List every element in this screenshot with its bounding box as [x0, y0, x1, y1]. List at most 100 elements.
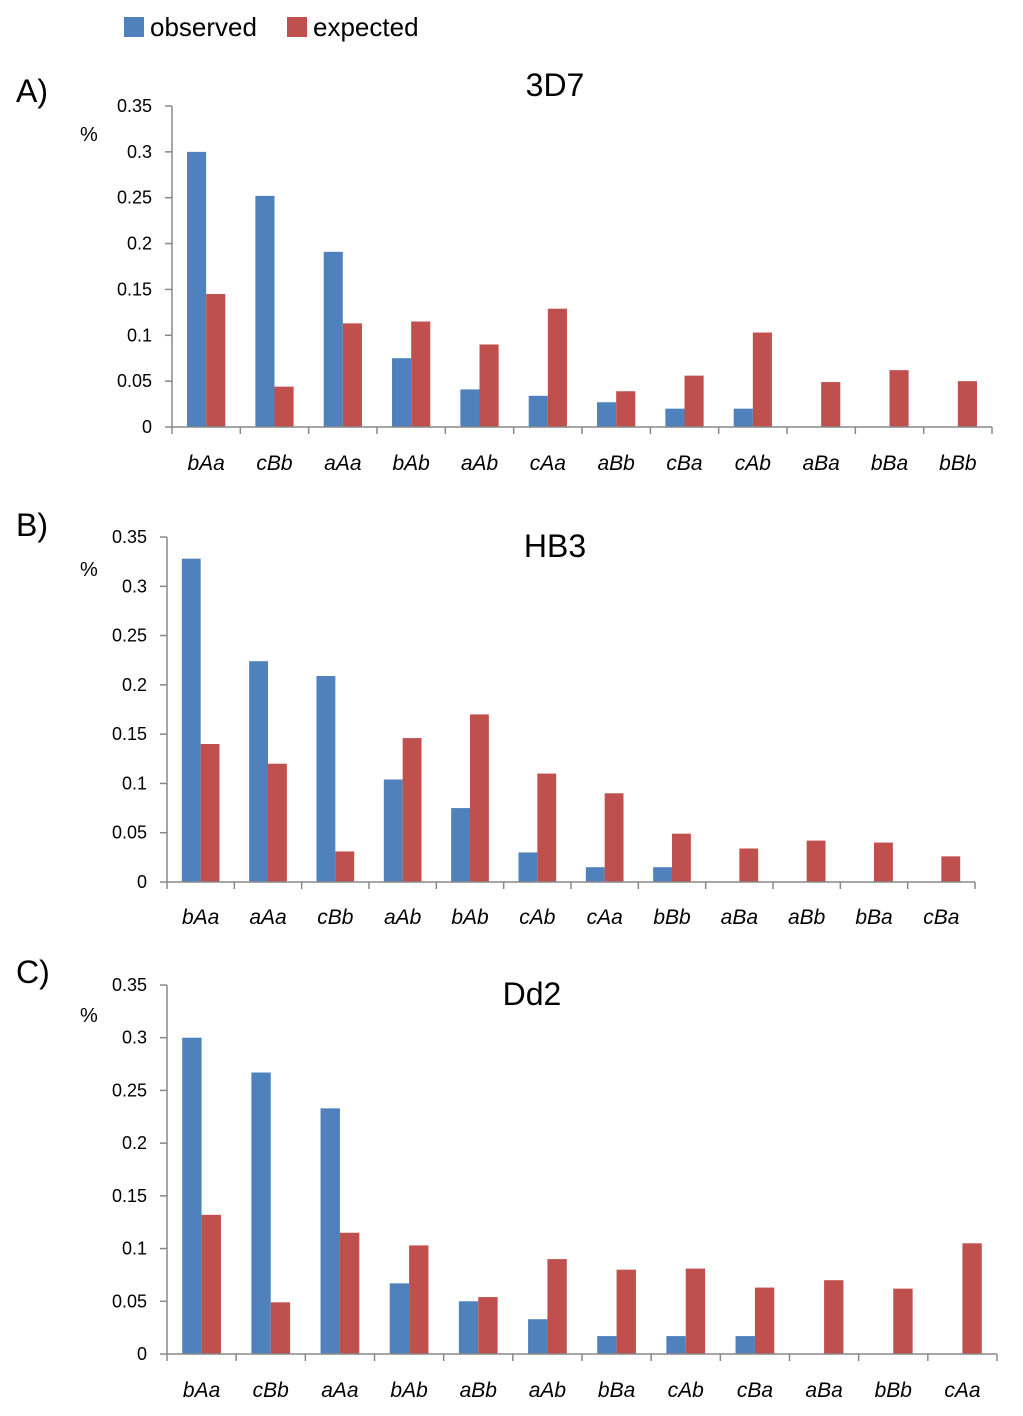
- bar-observed-bAa: [187, 151, 207, 427]
- y-tick-label: 0: [142, 417, 152, 437]
- bar-expected-cBb: [335, 851, 355, 882]
- bar-expected-bBa: [616, 1269, 636, 1354]
- bar-expected-aAb: [479, 344, 499, 427]
- y-unit-label-a: %: [80, 124, 98, 146]
- legend-label-expected: expected: [313, 12, 419, 42]
- x-category-label: aAb: [461, 452, 499, 475]
- x-category-label: cBa: [666, 452, 702, 475]
- x-category-label: aBa: [802, 452, 839, 475]
- bar-expected-bAa: [201, 1214, 221, 1354]
- x-category-label: bAb: [392, 452, 430, 475]
- chart-panel-a: A) 3D7 % 0 0.05 0.1 0.15 0.2 0.25 0.3 0.35 bAa cB…: [16, 67, 993, 475]
- x-category-label: bBb: [875, 1379, 913, 1402]
- y-tick-label: 0.1: [122, 773, 147, 793]
- bar-expected-cBb: [274, 386, 294, 427]
- legend-label-observed: observed: [150, 12, 257, 42]
- x-category-label: cAa: [944, 1379, 980, 1402]
- bar-expected-bBa: [874, 842, 893, 882]
- x-category-label: aBa: [805, 1379, 842, 1402]
- bar-observed-cAa: [528, 395, 548, 427]
- panel-label-b: B): [16, 507, 48, 543]
- bar-expected-cBa: [684, 375, 704, 427]
- x-category-label: aAb: [384, 906, 422, 929]
- bar-observed-cAb: [733, 408, 753, 427]
- x-category-label: aAa: [324, 452, 361, 475]
- bar-expected-aAb: [402, 738, 422, 882]
- x-category-label: cBb: [253, 1379, 290, 1402]
- bar-observed-cAb: [666, 1336, 686, 1354]
- bar-observed-aAa: [320, 1108, 340, 1354]
- bar-expected-aAa: [268, 763, 287, 882]
- y-tick-label: 0.35: [112, 527, 147, 547]
- y-tick-label: 0.25: [112, 626, 147, 646]
- bar-observed-bAb: [392, 358, 412, 427]
- panel-label-c: C): [16, 954, 50, 990]
- x-category-label: aBb: [597, 452, 635, 475]
- bar-expected-aAa: [339, 1232, 360, 1354]
- y-tick-label: 0.15: [112, 1186, 147, 1206]
- y-tick-label: 0.05: [117, 371, 152, 391]
- bar-expected-bBb: [893, 1288, 913, 1354]
- bar-observed-aAb: [383, 779, 403, 882]
- y-unit-label-b: %: [80, 559, 98, 581]
- chart-title-b: HB3: [524, 528, 586, 564]
- y-tick-label: 0.2: [127, 234, 152, 254]
- bar-observed-aAa: [323, 251, 343, 427]
- bar-expected-aBa: [824, 1280, 844, 1354]
- bar-expected-cAb: [685, 1268, 706, 1354]
- bar-observed-bBa: [597, 1336, 617, 1354]
- bar-observed-cBb: [251, 1072, 271, 1354]
- bar-observed-cBb: [316, 675, 336, 882]
- bar-observed-aAb: [460, 389, 480, 427]
- legend-swatch-expected: [287, 17, 307, 37]
- bar-expected-bBa: [889, 370, 909, 427]
- y-tick-label: 0.25: [117, 188, 152, 208]
- x-category-label: cBa: [737, 1379, 773, 1402]
- bar-expected-cBb: [270, 1302, 291, 1354]
- x-category-label: bBb: [653, 906, 691, 929]
- bar-observed-cBa: [735, 1336, 755, 1354]
- plot-area-a: 0 0.05 0.1 0.15 0.2 0.25 0.3 0.35 bAa cBb aAa bAb aA…: [117, 96, 993, 475]
- y-tick-label: 0.3: [122, 1028, 147, 1048]
- bar-observed-aBb: [458, 1301, 479, 1354]
- bar-observed-bAb: [451, 808, 470, 882]
- bar-expected-bAb: [470, 714, 489, 882]
- x-category-label: cAa: [587, 906, 623, 929]
- bar-expected-aAb: [547, 1259, 567, 1354]
- y-tick-label: 0.2: [122, 675, 147, 695]
- y-tick-label: 0.15: [117, 279, 152, 299]
- bar-observed-cBa: [665, 408, 685, 427]
- y-tick-label: 0: [137, 1344, 147, 1364]
- x-category-label: cAb: [519, 906, 556, 929]
- x-category-label: aAa: [249, 906, 286, 929]
- bar-observed-cAb: [518, 852, 538, 882]
- bar-expected-aAa: [342, 323, 362, 427]
- chart-panel-c: C) Dd2 % 0 0.05 0.1 0.15 0.2 0.25 0.3 0.35 bAa cB…: [16, 954, 998, 1402]
- bar-expected-aBa: [739, 848, 759, 882]
- y-tick-label: 0.1: [122, 1239, 147, 1259]
- x-category-label: bAa: [187, 452, 224, 475]
- chart-title-a: 3D7: [526, 67, 585, 103]
- x-category-label: aAa: [321, 1379, 358, 1402]
- bar-expected-bAa: [200, 744, 220, 882]
- y-tick-label: 0.15: [112, 724, 147, 744]
- x-category-label: bAb: [451, 906, 489, 929]
- x-category-label: bBb: [939, 452, 977, 475]
- x-category-label: aAb: [529, 1379, 567, 1402]
- bar-expected-bBb: [672, 833, 691, 882]
- bar-observed-cAa: [585, 867, 605, 882]
- bar-expected-aBb: [478, 1297, 498, 1354]
- bar-observed-bBb: [653, 867, 672, 882]
- x-category-label: bAa: [183, 1379, 220, 1402]
- bar-observed-aAa: [249, 661, 268, 882]
- bar-expected-bAb: [411, 321, 431, 427]
- x-category-label: bBa: [855, 906, 892, 929]
- panel-label-a: A): [16, 73, 48, 109]
- bar-observed-aAb: [528, 1319, 548, 1354]
- plot-area-b: 0 0.05 0.1 0.15 0.2 0.25 0.3 0.35 bAa aAa cBb aAb bA…: [112, 527, 976, 929]
- legend: observed expected: [124, 12, 419, 42]
- bar-expected-cAa: [962, 1243, 982, 1354]
- plot-area-c: 0 0.05 0.1 0.15 0.2 0.25 0.3 0.35 bAa cBb aAa bAb aB…: [112, 975, 998, 1402]
- y-tick-label: 0.25: [112, 1080, 147, 1100]
- bar-expected-bAa: [206, 294, 226, 427]
